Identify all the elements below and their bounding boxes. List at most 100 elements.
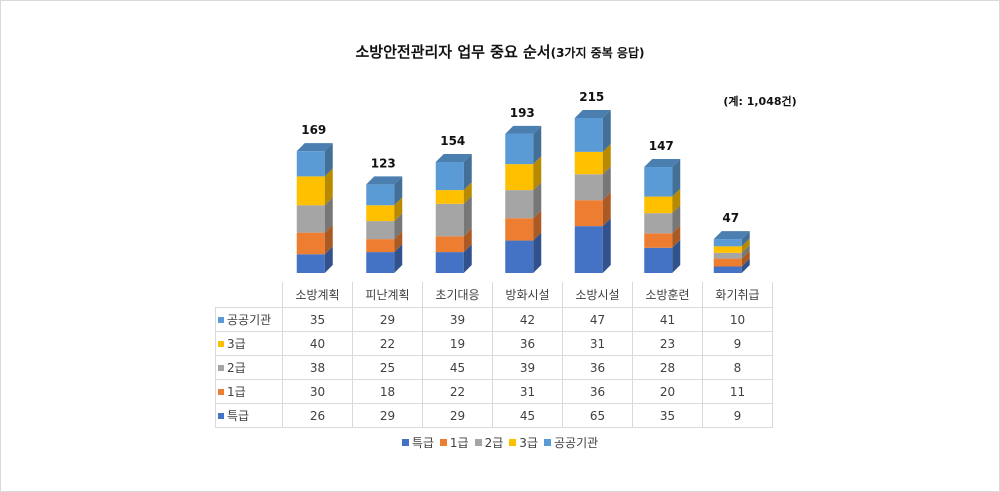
bar-total-label: 47: [722, 211, 739, 225]
bar-total-label: 154: [440, 134, 465, 148]
bar-segment-side: [463, 182, 472, 204]
bar-segment: [574, 200, 603, 227]
bar-segment-side: [394, 197, 403, 222]
data-cell: 45: [422, 355, 493, 380]
data-cell: 9: [702, 331, 773, 356]
data-table-row: 3급 40 22 19 36 31 23 9: [215, 331, 773, 356]
category-label: 피난계획: [352, 282, 423, 308]
bar-stack: 123: [366, 156, 403, 273]
bar-segment: [296, 151, 325, 177]
data-cell: 30: [282, 379, 353, 404]
data-cell: 11: [702, 379, 773, 404]
bar-segment: [644, 196, 673, 214]
legend-label: 공공기관: [553, 436, 599, 450]
bar-segment-side: [463, 153, 472, 191]
data-cell: 26: [282, 403, 353, 428]
series-swatch: [218, 389, 224, 395]
data-table-row: 2급 38 25 45 39 36 28 8: [215, 355, 773, 380]
bar-segment: [644, 167, 673, 197]
chart-legend: 특급 1급 2급 3급 공공기관: [0, 434, 1000, 451]
data-table-row: 1급 30 18 22 31 36 20 11: [215, 379, 773, 404]
bar-segment-side: [602, 143, 611, 175]
bar-stack: 193: [505, 106, 542, 273]
bar-segment-side: [741, 231, 750, 247]
bar-segment: [713, 266, 742, 273]
data-cell: 31: [562, 331, 633, 356]
series-swatch: [218, 341, 224, 347]
bar-total-label: 123: [371, 156, 396, 170]
bar-segment-side: [324, 224, 333, 255]
data-table-corner: [215, 282, 283, 308]
series-name: 1급: [227, 385, 246, 399]
bar-segment-side: [672, 205, 681, 234]
data-cell: 38: [282, 355, 353, 380]
data-cell: 36: [562, 355, 633, 380]
bar-top: [505, 125, 542, 134]
bar-segment-side: [463, 228, 472, 253]
data-cell: 39: [422, 307, 493, 332]
bar-segment-side: [324, 168, 333, 206]
bar-segment-side: [394, 176, 403, 206]
bar-segment: [574, 151, 603, 175]
data-cell: 45: [492, 403, 563, 428]
legend-swatch: [401, 439, 409, 446]
bar-stack: 154: [435, 134, 472, 273]
bar-segment: [366, 221, 395, 240]
bar-segment: [505, 218, 534, 241]
bar-segment: [574, 118, 603, 152]
bar-segment: [366, 252, 395, 273]
bar-segment-side: [394, 213, 403, 240]
data-cell: 19: [422, 331, 493, 356]
series-swatch: [218, 365, 224, 371]
data-cell: 22: [352, 331, 423, 356]
series-row-label: 특급: [215, 403, 283, 428]
category-label: 화기취급: [702, 282, 773, 308]
bar-segment: [644, 233, 673, 248]
series-row-label: 3급: [215, 331, 283, 356]
data-cell: 20: [632, 379, 703, 404]
bar-top: [366, 176, 403, 185]
bar-segment-side: [741, 250, 750, 267]
bar-top: [713, 231, 750, 240]
bar-top: [574, 110, 611, 118]
data-cell: 10: [702, 307, 773, 332]
bar-segment: [644, 247, 673, 273]
data-cell: 23: [632, 331, 703, 356]
data-cell: 47: [562, 307, 633, 332]
legend-item: 2급: [474, 434, 503, 451]
bar-segment: [505, 190, 534, 219]
chart-title: 소방안전관리자 업무 중요 순서(3가지 중복 응답): [0, 41, 1000, 62]
bar-top: [644, 159, 681, 168]
bar-segment-side: [324, 143, 333, 177]
bar-segment: [366, 205, 395, 222]
legend-label: 1급: [449, 436, 469, 450]
bar-segment: [435, 252, 464, 273]
data-cell: 65: [562, 403, 633, 428]
legend-item: 1급: [439, 434, 469, 451]
bar-segment: [435, 190, 464, 204]
data-cell: 31: [492, 379, 563, 404]
bar-total-label: 147: [649, 139, 674, 153]
bar-segment-side: [394, 244, 403, 273]
data-table-row: 공공기관 35 29 39 42 47 41 10: [215, 307, 773, 332]
bar-segment-side: [672, 188, 681, 214]
bar-segment: [713, 239, 742, 247]
bar-segment-side: [324, 197, 333, 233]
bar-segment: [505, 164, 534, 191]
chart-title-main: 소방안전관리자 업무 중요 순서: [355, 43, 551, 61]
data-cell: 29: [352, 403, 423, 428]
bar-segment-side: [463, 244, 472, 273]
bar-segment-side: [602, 192, 611, 227]
bar-total-label: 193: [510, 106, 535, 120]
data-cell: 29: [352, 307, 423, 332]
bar-segment: [505, 240, 534, 273]
total-note: (계: 1,048건): [723, 95, 797, 108]
legend-label: 특급: [411, 436, 434, 450]
series-name: 공공기관: [227, 313, 272, 327]
legend-item: 3급: [509, 434, 538, 451]
bar-segment: [296, 254, 325, 273]
bar-segment: [713, 252, 742, 259]
bar-segment: [435, 203, 464, 237]
bar-segment: [296, 232, 325, 255]
data-cell: 39: [492, 355, 563, 380]
